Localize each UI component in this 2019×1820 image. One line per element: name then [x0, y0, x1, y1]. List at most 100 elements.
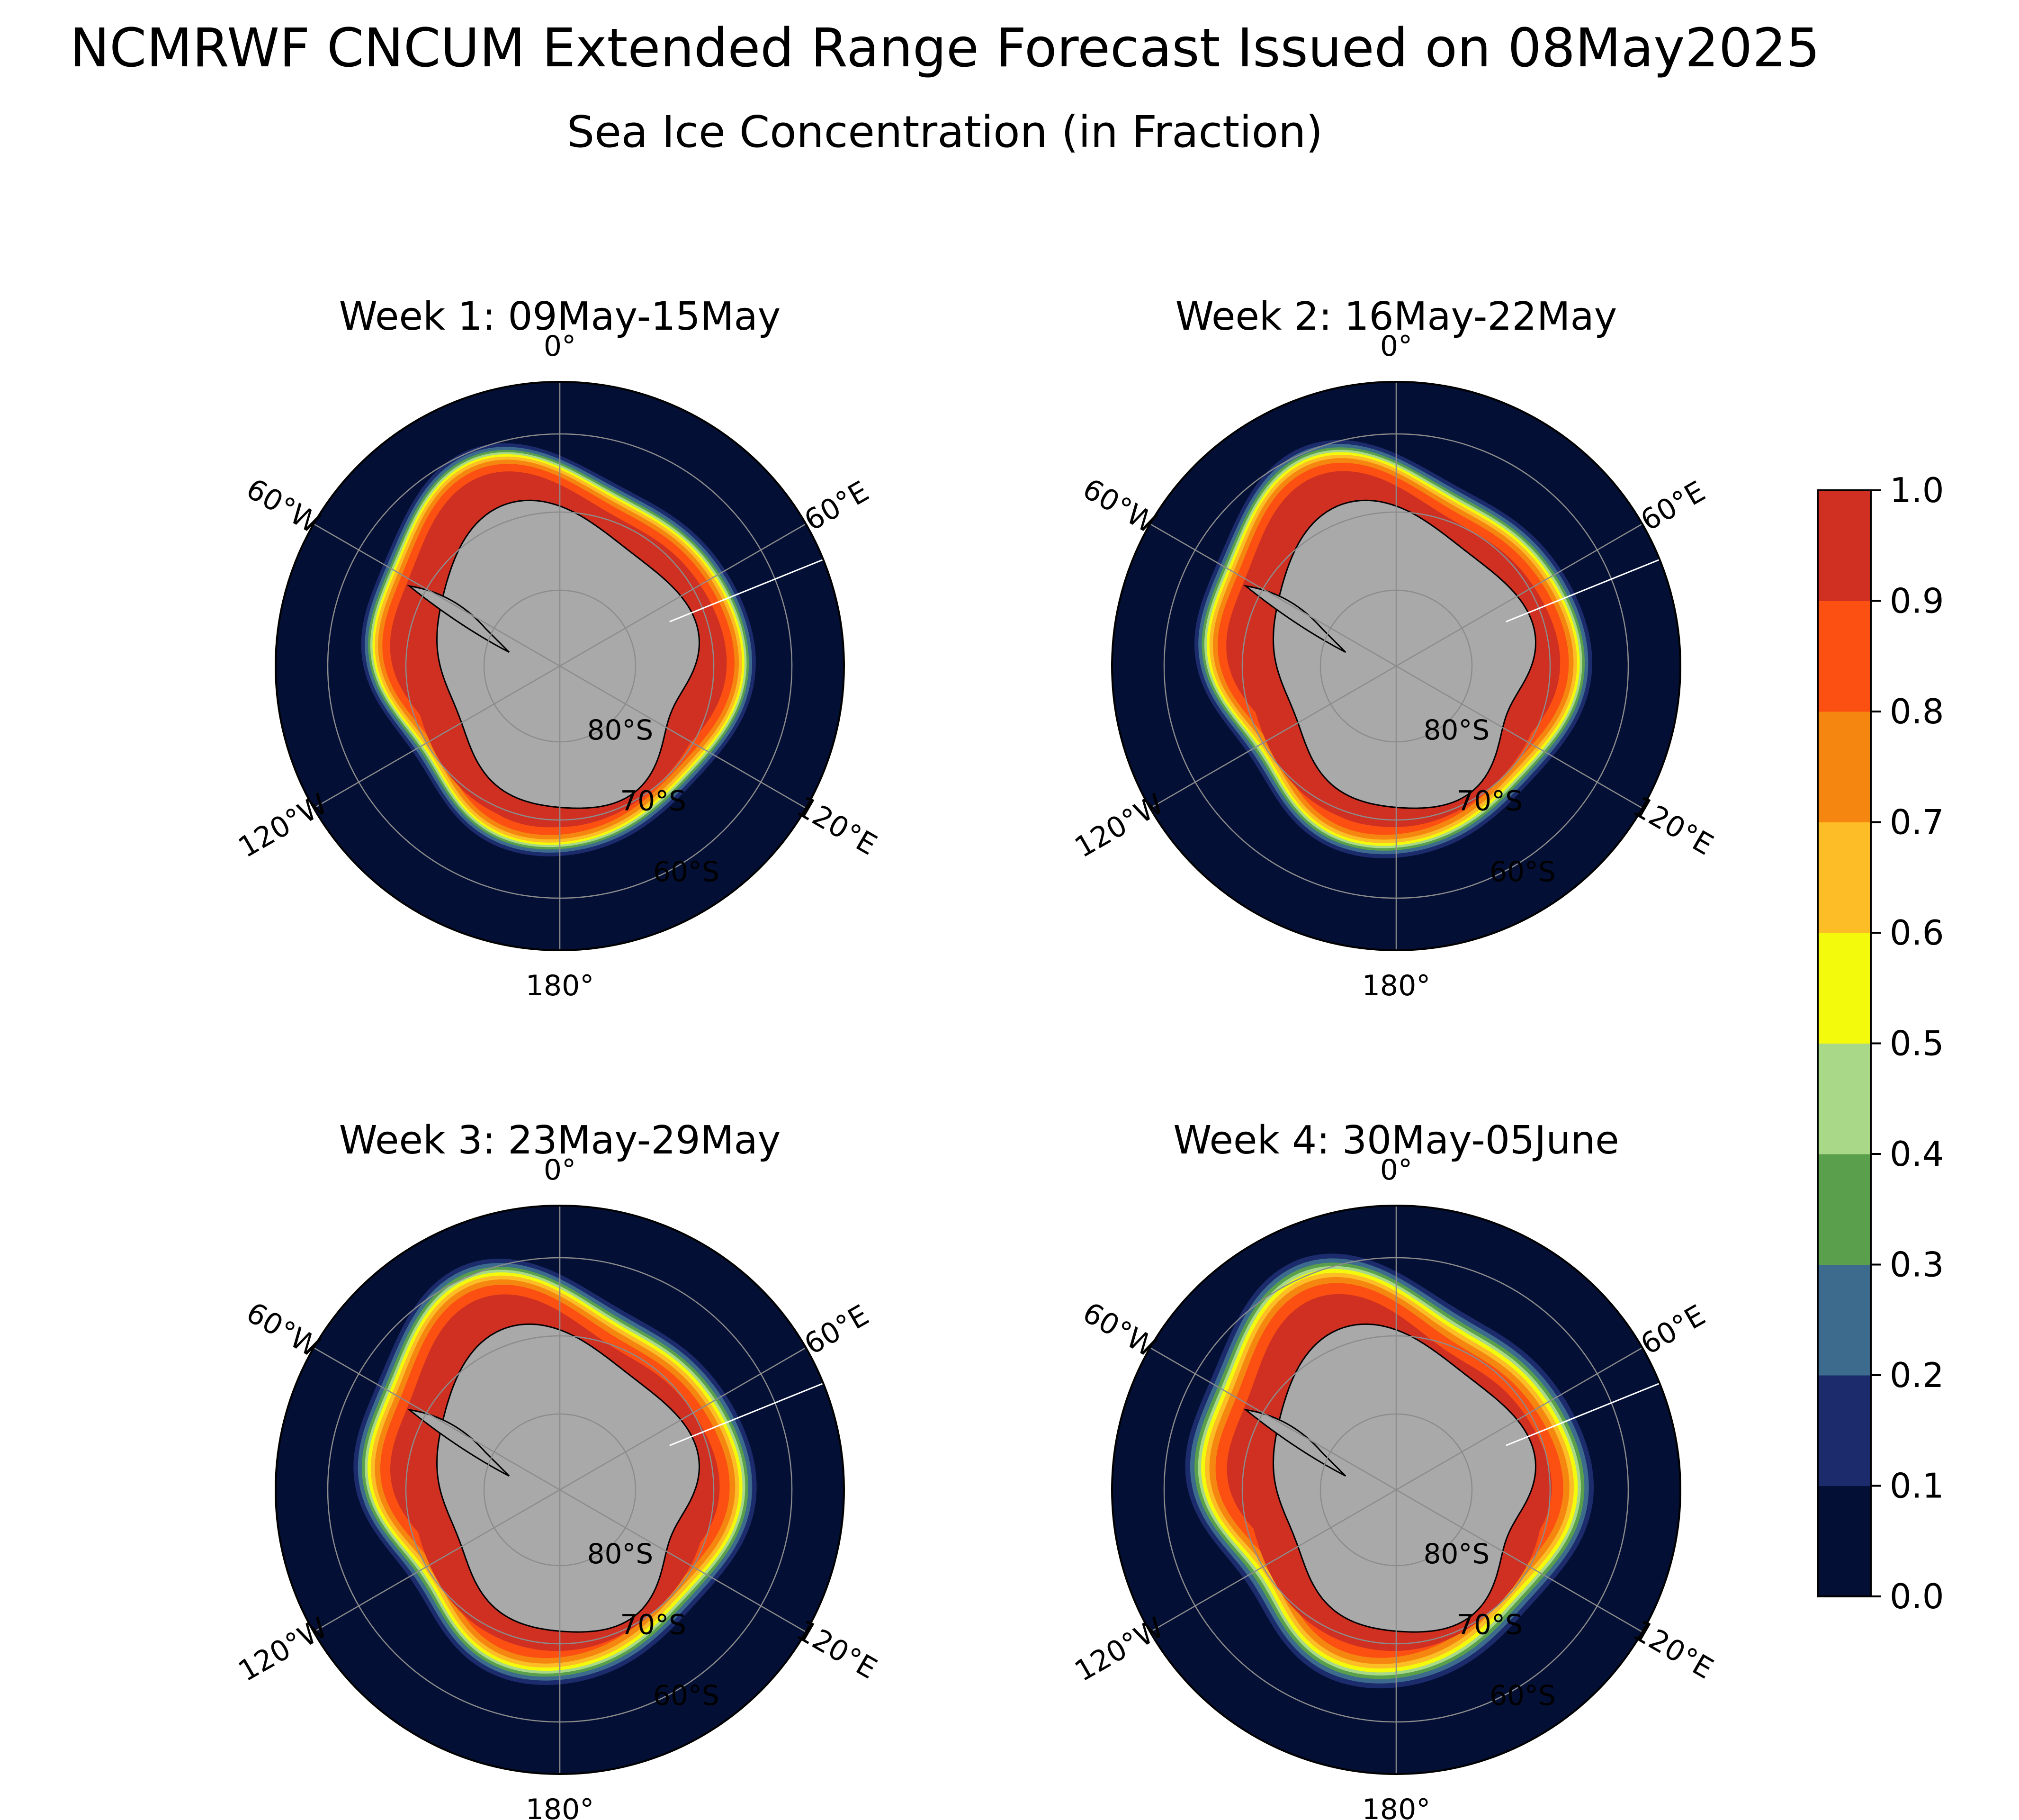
panel-title: Week 3: 23May-29May — [339, 1118, 781, 1163]
colorbar-tick-label: 0.7 — [1890, 802, 1944, 842]
meridian-gridline — [313, 1347, 560, 1491]
boundary-line — [669, 559, 824, 622]
longitude-label: 60°E — [1635, 475, 1711, 538]
antarctica-landmass — [436, 499, 700, 809]
latitude-label: 70°S — [620, 1609, 686, 1641]
colorbar-swatch — [1818, 601, 1871, 712]
latitude-label: 70°S — [620, 785, 686, 817]
meridian-gridline — [559, 665, 807, 809]
boundary-line — [1506, 559, 1660, 622]
meridian-gridline — [559, 1347, 807, 1491]
longitude-label: 0° — [544, 330, 576, 363]
colorbar-tick-label: 0.4 — [1890, 1134, 1944, 1174]
longitude-label: 120°E — [1627, 1614, 1719, 1686]
latitude-label: 80°S — [1424, 1538, 1490, 1570]
longitude-label: 0° — [1380, 330, 1412, 363]
antarctic-peninsula — [1243, 585, 1346, 653]
colorbar-tick-label: 0.3 — [1890, 1245, 1944, 1285]
meridian-gridline — [1149, 1347, 1397, 1491]
main-title: NCMRWF CNCUM Extended Range Forecast Iss… — [70, 18, 1820, 79]
colorbar-tick-label: 0.1 — [1890, 1466, 1944, 1506]
longitude-label: 120°E — [1627, 790, 1719, 862]
longitude-label: 180° — [1362, 1793, 1431, 1820]
longitude-label: 0° — [1380, 1153, 1412, 1187]
map-boundary — [275, 1205, 845, 1775]
antarctic-peninsula — [406, 1408, 510, 1477]
map-panels: Week 1: 09May-15May0°60°E120°E180°120°W6… — [233, 294, 1719, 1820]
latitude-label: 80°S — [1424, 714, 1490, 746]
longitude-label: 120°W — [1069, 1611, 1170, 1688]
meridian-gridline — [1396, 523, 1643, 667]
colorbar-swatch — [1818, 1486, 1871, 1597]
antarctica-landmass — [1272, 499, 1537, 809]
colorbar: 0.0 0.1 0.2 0.3 0.4 0.5 0.6 0.7 0.8 0.9 1.0 — [1817, 470, 1944, 1616]
colorbar-swatch — [1818, 712, 1871, 822]
boundary-line — [669, 1382, 824, 1446]
latitude-label: 80°S — [587, 1538, 654, 1570]
subtitle: Sea Ice Concentration (in Fraction) — [567, 107, 1323, 157]
longitude-label: 180° — [526, 1793, 594, 1820]
boundary-line — [1506, 1382, 1660, 1446]
longitude-label: 0° — [544, 1153, 576, 1187]
longitude-label: 120°W — [233, 1611, 333, 1688]
colorbar-tick-label: 0.0 — [1890, 1577, 1944, 1616]
meridian-gridline — [313, 1489, 560, 1633]
meridian-gridline — [1149, 665, 1397, 809]
colorbar-tick-label: 0.6 — [1890, 913, 1944, 953]
colorbar-swatch — [1818, 1264, 1871, 1376]
longitude-label: 60°W — [1077, 1296, 1161, 1364]
meridian-gridline — [559, 523, 807, 667]
longitude-label: 60°E — [799, 475, 875, 538]
latitude-label: 80°S — [587, 714, 654, 746]
meridian-gridline — [313, 523, 560, 667]
meridian-gridline — [1149, 1489, 1397, 1633]
antarctic-peninsula — [406, 585, 510, 653]
longitude-label: 120°W — [233, 787, 333, 865]
panel-title: Week 1: 09May-15May — [339, 294, 781, 339]
colorbar-swatch — [1818, 490, 1871, 601]
map-boundary — [1111, 1205, 1681, 1775]
longitude-label: 60°W — [1077, 472, 1161, 540]
panel-title: Week 2: 16May-22May — [1176, 294, 1617, 339]
longitude-label: 120°W — [1069, 787, 1170, 865]
longitude-label: 60°W — [241, 1296, 325, 1364]
meridian-gridline — [1396, 1347, 1643, 1491]
colorbar-tick-label: 0.5 — [1890, 1024, 1944, 1063]
longitude-label: 60°E — [799, 1298, 875, 1361]
longitude-label: 120°E — [791, 790, 882, 862]
colorbar-tick-label: 0.2 — [1890, 1355, 1944, 1395]
latitude-label: 70°S — [1456, 785, 1523, 817]
longitude-label: 180° — [526, 969, 594, 1002]
map-boundary — [1111, 381, 1681, 951]
panel-title: Week 4: 30May-05June — [1173, 1118, 1619, 1163]
antarctic-peninsula — [1243, 1408, 1346, 1477]
meridian-gridline — [1149, 523, 1397, 667]
colorbar-tick-label: 1.0 — [1890, 470, 1944, 510]
colorbar-swatch — [1818, 1043, 1871, 1154]
longitude-label: 180° — [1362, 969, 1431, 1002]
colorbar-tick-label: 0.8 — [1890, 692, 1944, 731]
colorbar-swatch — [1818, 822, 1871, 933]
latitude-label: 60°S — [653, 856, 719, 888]
meridian-gridline — [559, 1489, 807, 1633]
latitude-label: 70°S — [1456, 1609, 1523, 1641]
latitude-label: 60°S — [653, 1679, 719, 1712]
colorbar-swatch — [1818, 1154, 1871, 1265]
latitude-label: 60°S — [1490, 1679, 1556, 1712]
longitude-label: 120°E — [791, 1614, 882, 1686]
colorbar-tick-label: 0.9 — [1890, 581, 1944, 621]
antarctica-landmass — [1272, 1323, 1537, 1633]
antarctica-landmass — [436, 1323, 700, 1633]
colorbar-swatch — [1818, 933, 1871, 1044]
longitude-label: 60°W — [241, 472, 325, 540]
meridian-gridline — [1396, 1489, 1643, 1633]
map-boundary — [275, 381, 845, 951]
colorbar-swatch — [1818, 1375, 1871, 1486]
longitude-label: 60°E — [1635, 1298, 1711, 1361]
meridian-gridline — [1396, 665, 1643, 809]
